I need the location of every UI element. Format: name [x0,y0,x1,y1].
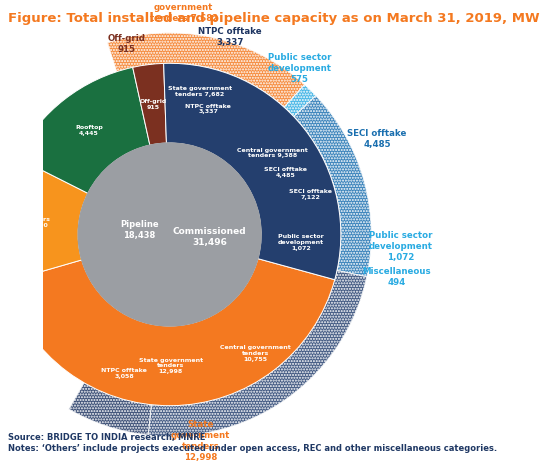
Text: NTPC offtake
3,058: NTPC offtake 3,058 [101,369,147,379]
Text: NTPC offtake
3,337: NTPC offtake 3,337 [198,27,262,47]
Text: Source: BRIDGE TO INDIA research, MNRE
Notes: ‘Others’ include projects executed: Source: BRIDGE TO INDIA research, MNRE N… [8,433,497,453]
Text: Public sector
development
1,072: Public sector development 1,072 [278,234,324,251]
Text: State
government
tenders
12,998: State government tenders 12,998 [171,420,230,462]
Wedge shape [224,96,341,230]
Text: SECI offtake
4,485: SECI offtake 4,485 [264,167,307,178]
Wedge shape [231,84,316,172]
Wedge shape [258,250,339,280]
Wedge shape [164,63,271,161]
Text: SECI offtake
7,122: SECI offtake 7,122 [289,189,332,200]
Text: State government
tenders 7,682: State government tenders 7,682 [168,86,232,97]
Text: Rooftop
4,445: Rooftop 4,445 [75,125,103,136]
Text: SECI offtake
4,485: SECI offtake 4,485 [347,129,407,149]
Text: Commissioned
31,496: Commissioned 31,496 [173,227,246,247]
Text: Off-grid
915: Off-grid 915 [108,34,145,54]
Text: Others
3,750: Others 3,750 [27,217,51,228]
Wedge shape [5,258,335,406]
Text: Miscellaneous
494: Miscellaneous 494 [362,267,431,287]
Wedge shape [69,314,160,435]
Text: Public sector
development
1,072: Public sector development 1,072 [369,231,432,262]
Wedge shape [133,63,166,145]
Text: State government
tenders
12,998: State government tenders 12,998 [139,357,203,374]
Text: Figure: Total installed and pipeline capacity as on March 31, 2019, MW: Figure: Total installed and pipeline cap… [8,12,540,25]
Text: Central government
tenders 9,388: Central government tenders 9,388 [237,148,308,159]
Text: Central government
tenders
10,755: Central government tenders 10,755 [220,345,291,362]
Text: NTPC offtake
3,337: NTPC offtake 3,337 [185,104,231,114]
Text: Pipeline
18,438: Pipeline 18,438 [120,220,159,240]
Wedge shape [164,63,341,280]
Circle shape [78,143,261,326]
Wedge shape [236,96,371,277]
Text: Public sector
development
575: Public sector development 575 [268,53,331,84]
Wedge shape [148,254,367,436]
Text: Off-grid
915: Off-grid 915 [139,99,166,110]
Wedge shape [260,227,341,263]
Wedge shape [0,158,88,282]
Wedge shape [107,33,305,166]
Text: State
government
tenders 7,682: State government tenders 7,682 [150,0,218,23]
Wedge shape [17,68,150,193]
